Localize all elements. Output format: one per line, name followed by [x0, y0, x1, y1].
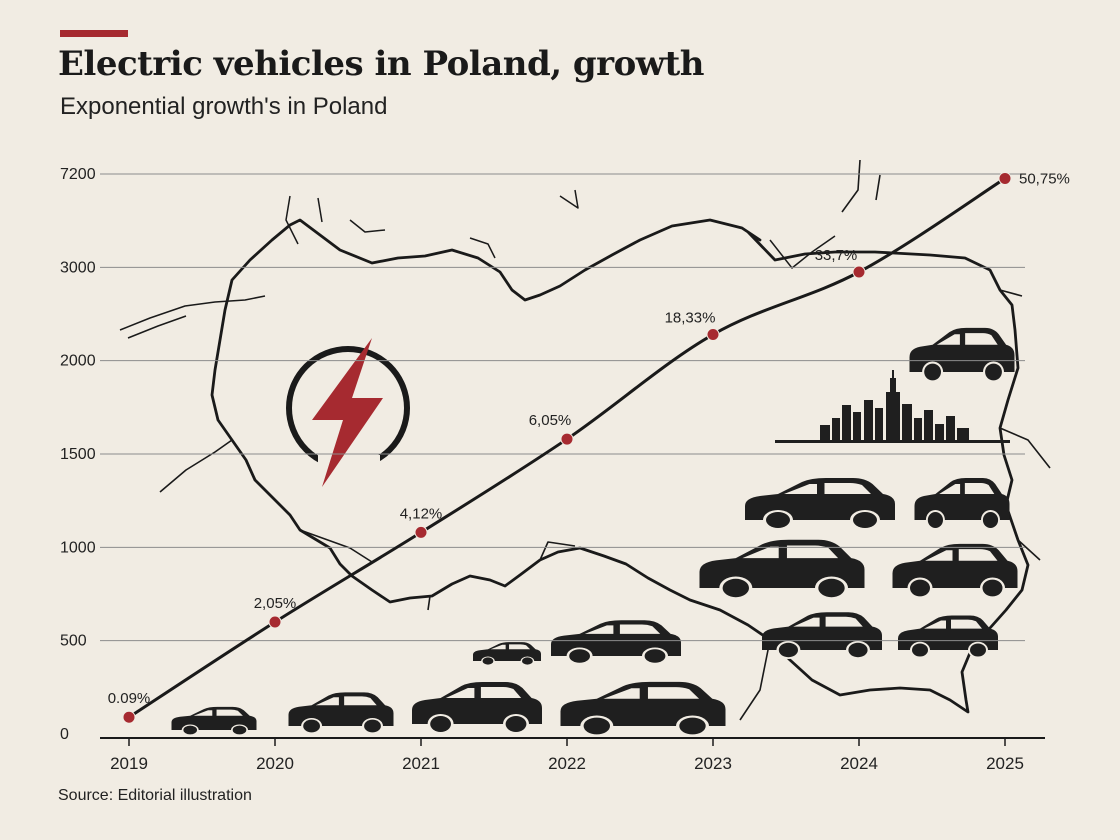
y-tick-label: 1500: [60, 446, 96, 463]
data-point: [706, 328, 720, 342]
data-point: [414, 525, 428, 539]
data-label: 18,33%: [665, 310, 716, 327]
data-label: 0.09%: [108, 690, 151, 707]
data-point: [560, 432, 574, 446]
series-line: 0.09% 2,05% 4,12% 6,05% 18,33% 33,7% 50,75%: [108, 170, 1070, 724]
grid-lines: [100, 173, 1025, 642]
poland-map-outline: [119, 159, 1051, 721]
x-tick-label: 2024: [840, 754, 878, 773]
x-tick-label: 2025: [986, 754, 1024, 773]
y-tick-label: 2000: [60, 353, 96, 370]
chart-title: Electric vehicles in Poland, growth: [58, 44, 704, 84]
y-tick-label: 3000: [60, 259, 96, 276]
chart-subtitle: Exponential growth's in Poland: [60, 93, 388, 120]
y-tick-label: 0: [60, 726, 69, 743]
data-label: 33,7%: [815, 247, 858, 264]
x-tick-label: 2020: [256, 754, 294, 773]
data-point: [122, 710, 136, 724]
data-point: [998, 171, 1012, 185]
city-skyline: [775, 370, 1010, 443]
y-tick-label: 1000: [60, 539, 96, 556]
x-tick-label: 2019: [110, 754, 148, 773]
x-tick-label: 2021: [402, 754, 440, 773]
data-label: 4,12%: [400, 505, 443, 522]
axes: 0 500 1000 1500 2000 3000 7200 2019 2020 2021 2022…: [60, 166, 1045, 773]
y-tick-label: 7200: [60, 166, 96, 183]
y-tick-label: 500: [60, 633, 87, 650]
lightning-bolt-icon: [286, 338, 410, 487]
data-label: 50,75%: [1019, 170, 1070, 187]
data-point: [268, 615, 282, 629]
source-note: Source: Editorial illustration: [58, 787, 252, 804]
data-label: 2,05%: [254, 595, 297, 612]
x-tick-label: 2023: [694, 754, 732, 773]
data-label: 6,05%: [529, 412, 572, 429]
accent-bar: [60, 30, 128, 37]
data-point: [852, 265, 866, 279]
x-tick-label: 2022: [548, 754, 586, 773]
